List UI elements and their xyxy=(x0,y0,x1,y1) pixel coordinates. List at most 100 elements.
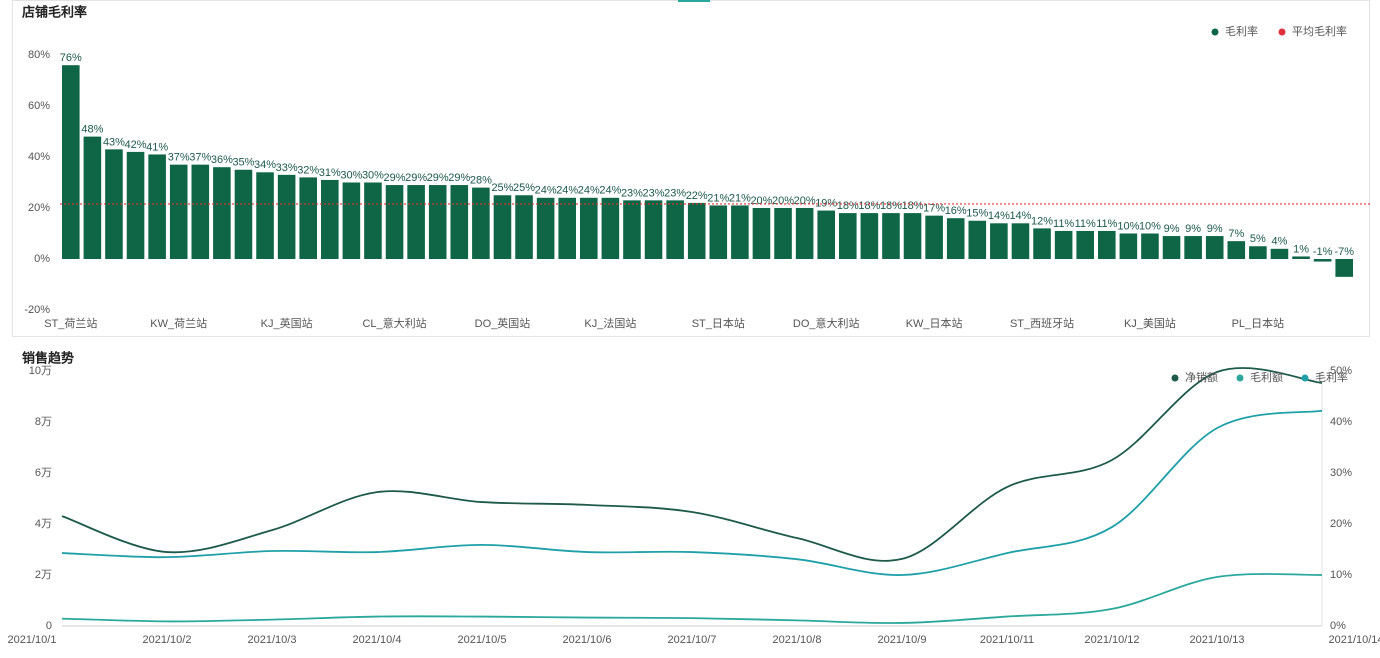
value-label: 10% xyxy=(1139,220,1161,232)
value-label: 24% xyxy=(599,185,621,197)
bar xyxy=(407,185,425,259)
bar xyxy=(903,213,922,259)
bar xyxy=(277,174,296,259)
value-label: 31% xyxy=(319,167,341,179)
value-label: 9% xyxy=(1185,223,1201,235)
legend-label: 毛利率 xyxy=(1225,24,1258,38)
x-tick-label: 2021/10/12 xyxy=(1084,634,1139,646)
x-tick-label: KJ_法国站 xyxy=(584,316,636,330)
value-label: 21% xyxy=(707,192,729,204)
value-label: 11% xyxy=(1053,218,1074,230)
bar xyxy=(1292,256,1310,259)
legend-swatch xyxy=(1278,28,1286,36)
bar xyxy=(191,164,210,259)
value-label: 32% xyxy=(297,164,319,176)
y2-tick-label: 0% xyxy=(1330,620,1346,632)
value-label: 19% xyxy=(815,197,837,209)
x-tick-label: 2021/10/2 xyxy=(143,634,192,646)
value-label: 20% xyxy=(772,195,794,207)
value-label: 25% xyxy=(513,182,535,194)
bar xyxy=(299,177,317,259)
bar xyxy=(1011,223,1030,259)
bar xyxy=(1054,230,1073,259)
value-label: 24% xyxy=(535,185,557,197)
y-tick-label: 4万 xyxy=(35,518,52,530)
legend-swatch xyxy=(1301,374,1309,382)
value-label: 20% xyxy=(750,195,772,207)
bar xyxy=(493,195,512,259)
value-label: 23% xyxy=(664,187,686,199)
value-label: 29% xyxy=(427,172,449,184)
bar xyxy=(1098,230,1116,259)
y-tick-label: 60% xyxy=(28,100,50,112)
bar xyxy=(839,213,857,259)
x-tick-label: KW_日本站 xyxy=(906,316,963,330)
value-label: 17% xyxy=(923,203,945,215)
bar xyxy=(1076,230,1094,259)
value-label: 18% xyxy=(837,200,859,212)
line-series xyxy=(61,409,1323,576)
chart-title: 店铺毛利率 xyxy=(22,4,87,19)
bar xyxy=(62,65,80,259)
bar xyxy=(623,200,641,259)
bar xyxy=(752,208,771,259)
bar xyxy=(1249,246,1267,259)
value-label: 23% xyxy=(621,187,643,199)
value-label: 25% xyxy=(491,182,513,194)
value-label: 10% xyxy=(1117,220,1139,232)
value-label: 7% xyxy=(1228,228,1244,240)
bar xyxy=(1313,259,1332,262)
legend-label: 毛利率 xyxy=(1315,370,1348,384)
bar xyxy=(342,182,361,259)
bar xyxy=(515,195,533,259)
value-label: 15% xyxy=(966,208,988,220)
value-label: 14% xyxy=(1009,210,1031,222)
value-label: 24% xyxy=(578,185,600,197)
value-label: 1% xyxy=(1293,243,1309,255)
value-label: 11% xyxy=(1075,218,1096,230)
bar xyxy=(385,185,404,259)
value-label: 24% xyxy=(556,185,578,197)
value-label: 23% xyxy=(643,187,665,199)
value-label: 29% xyxy=(448,172,470,184)
value-label: 5% xyxy=(1250,233,1266,245)
x-tick-label: DO_英国站 xyxy=(475,316,531,330)
bar xyxy=(536,197,555,259)
x-tick-label: 2021/10/6 xyxy=(563,634,612,646)
bar xyxy=(1335,259,1353,277)
bar xyxy=(946,218,965,259)
bar xyxy=(558,197,576,259)
bar xyxy=(601,197,620,259)
value-label: 18% xyxy=(902,200,924,212)
legend-swatch xyxy=(1171,374,1179,382)
value-label: 76% xyxy=(60,52,82,64)
value-label: 41% xyxy=(146,141,168,153)
bar-panel xyxy=(12,0,1370,337)
value-label: 12% xyxy=(1031,215,1053,227)
line-series xyxy=(61,367,1323,562)
y-tick-label: 40% xyxy=(28,151,50,163)
y-tick-label: 0% xyxy=(34,253,50,265)
bar xyxy=(472,187,490,259)
value-label: 30% xyxy=(362,169,384,181)
bar xyxy=(364,182,382,259)
bar xyxy=(213,167,231,259)
value-label: 37% xyxy=(189,152,211,164)
bar xyxy=(817,210,835,259)
value-label: 37% xyxy=(168,152,190,164)
tab-indicator xyxy=(678,0,710,2)
value-label: 36% xyxy=(211,154,233,166)
legend-swatch xyxy=(1236,374,1244,382)
bar xyxy=(428,185,447,259)
bar xyxy=(774,208,792,259)
value-label: 18% xyxy=(858,200,880,212)
x-tick-label: 2021/10/4 xyxy=(353,634,402,646)
value-label: 20% xyxy=(794,195,816,207)
value-label: 14% xyxy=(988,210,1010,222)
value-label: 22% xyxy=(686,190,708,202)
bar xyxy=(709,205,728,259)
value-label: 28% xyxy=(470,175,492,187)
y-tick-label: 20% xyxy=(28,202,50,214)
